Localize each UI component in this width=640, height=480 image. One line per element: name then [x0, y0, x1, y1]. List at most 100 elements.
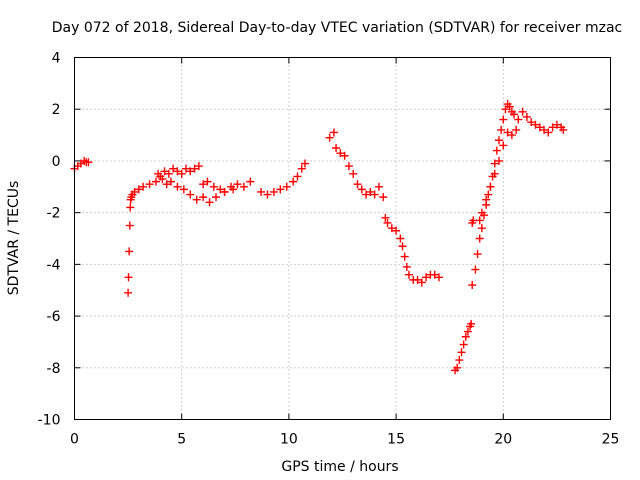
data-point	[357, 185, 366, 194]
data-point	[84, 158, 93, 167]
plot-frame	[74, 57, 611, 420]
y-axis-label: SDTVAR / TECUs	[6, 181, 22, 296]
data-point	[124, 288, 133, 297]
data-point	[336, 149, 345, 158]
data-point	[125, 221, 134, 230]
data-point	[387, 224, 396, 233]
data-point	[353, 180, 362, 189]
data-point	[269, 187, 278, 196]
data-point	[166, 177, 175, 186]
data-point	[145, 180, 154, 189]
data-point	[495, 156, 504, 165]
data-point	[177, 169, 186, 178]
data-point	[482, 195, 491, 204]
data-point	[190, 164, 199, 173]
x-tick-label: 5	[177, 432, 186, 448]
data-point	[459, 340, 468, 349]
grid	[74, 57, 611, 420]
data-point	[475, 216, 484, 225]
data-point	[181, 164, 190, 173]
data-point	[246, 177, 255, 186]
data-point	[535, 123, 544, 132]
data-point	[490, 169, 499, 178]
data-point	[203, 177, 212, 186]
data-point	[505, 102, 514, 111]
x-tick-label: 15	[387, 432, 405, 448]
data-point	[173, 182, 182, 191]
data-point	[257, 187, 266, 196]
data-point	[468, 281, 477, 290]
data-point	[300, 159, 309, 168]
data-point	[229, 185, 238, 194]
data-point	[125, 247, 134, 256]
x-tick-label: 0	[70, 432, 79, 448]
data-point	[527, 118, 536, 127]
data-point	[164, 169, 173, 178]
data-point	[457, 348, 466, 357]
data-point	[381, 213, 390, 222]
data-point	[349, 169, 358, 178]
y-tick-label: -10	[38, 413, 61, 429]
data-point	[461, 332, 470, 341]
data-point	[179, 185, 188, 194]
data-point	[471, 265, 480, 274]
data-point	[501, 105, 510, 114]
data-point	[398, 242, 407, 251]
data-point	[186, 167, 195, 176]
y-tick-label: 0	[52, 154, 61, 170]
data-point	[413, 275, 422, 284]
data-point	[497, 125, 506, 134]
data-point	[186, 190, 195, 199]
data-point	[548, 123, 557, 132]
data-point	[499, 141, 508, 150]
data-point	[422, 273, 431, 282]
data-point	[559, 125, 568, 134]
data-point	[512, 125, 521, 134]
data-point	[379, 193, 388, 202]
data-point	[370, 190, 379, 199]
data-point	[199, 193, 208, 202]
data-point	[130, 187, 139, 196]
data-point	[467, 319, 476, 328]
data-point	[139, 182, 148, 191]
data-point	[220, 187, 229, 196]
data-point	[329, 128, 338, 137]
data-point	[194, 162, 203, 171]
data-point	[400, 252, 409, 261]
data-point	[510, 110, 519, 119]
data-point	[434, 273, 443, 282]
data-point	[540, 125, 549, 134]
data-point	[499, 115, 508, 124]
data-point	[134, 185, 143, 194]
data-point	[366, 187, 375, 196]
x-tick-label: 25	[602, 432, 620, 448]
data-point	[340, 151, 349, 160]
data-point	[325, 133, 334, 142]
data-point	[455, 356, 464, 365]
data-point	[289, 177, 298, 186]
data-point	[552, 120, 561, 129]
data-point	[158, 175, 167, 184]
data-point	[417, 278, 426, 287]
data-point	[490, 159, 499, 168]
data-point	[522, 112, 531, 121]
data-point	[209, 182, 218, 191]
data-point	[276, 185, 285, 194]
data-point	[151, 177, 160, 186]
data-point	[124, 273, 133, 282]
chart-title: Day 072 of 2018, Sidereal Day-to-day VTE…	[52, 20, 622, 36]
data-point	[192, 195, 201, 204]
data-point	[233, 180, 242, 189]
data-point	[463, 327, 472, 336]
y-tick-label: -2	[47, 206, 61, 222]
data-point	[514, 115, 523, 124]
x-tick-label: 20	[494, 432, 512, 448]
data-point	[332, 144, 341, 152]
data-point	[475, 234, 484, 243]
data-point	[402, 262, 411, 271]
data-point	[344, 162, 353, 171]
data-point	[205, 198, 214, 207]
data-point	[362, 190, 371, 199]
data-point	[484, 190, 493, 199]
data-point	[531, 120, 540, 129]
